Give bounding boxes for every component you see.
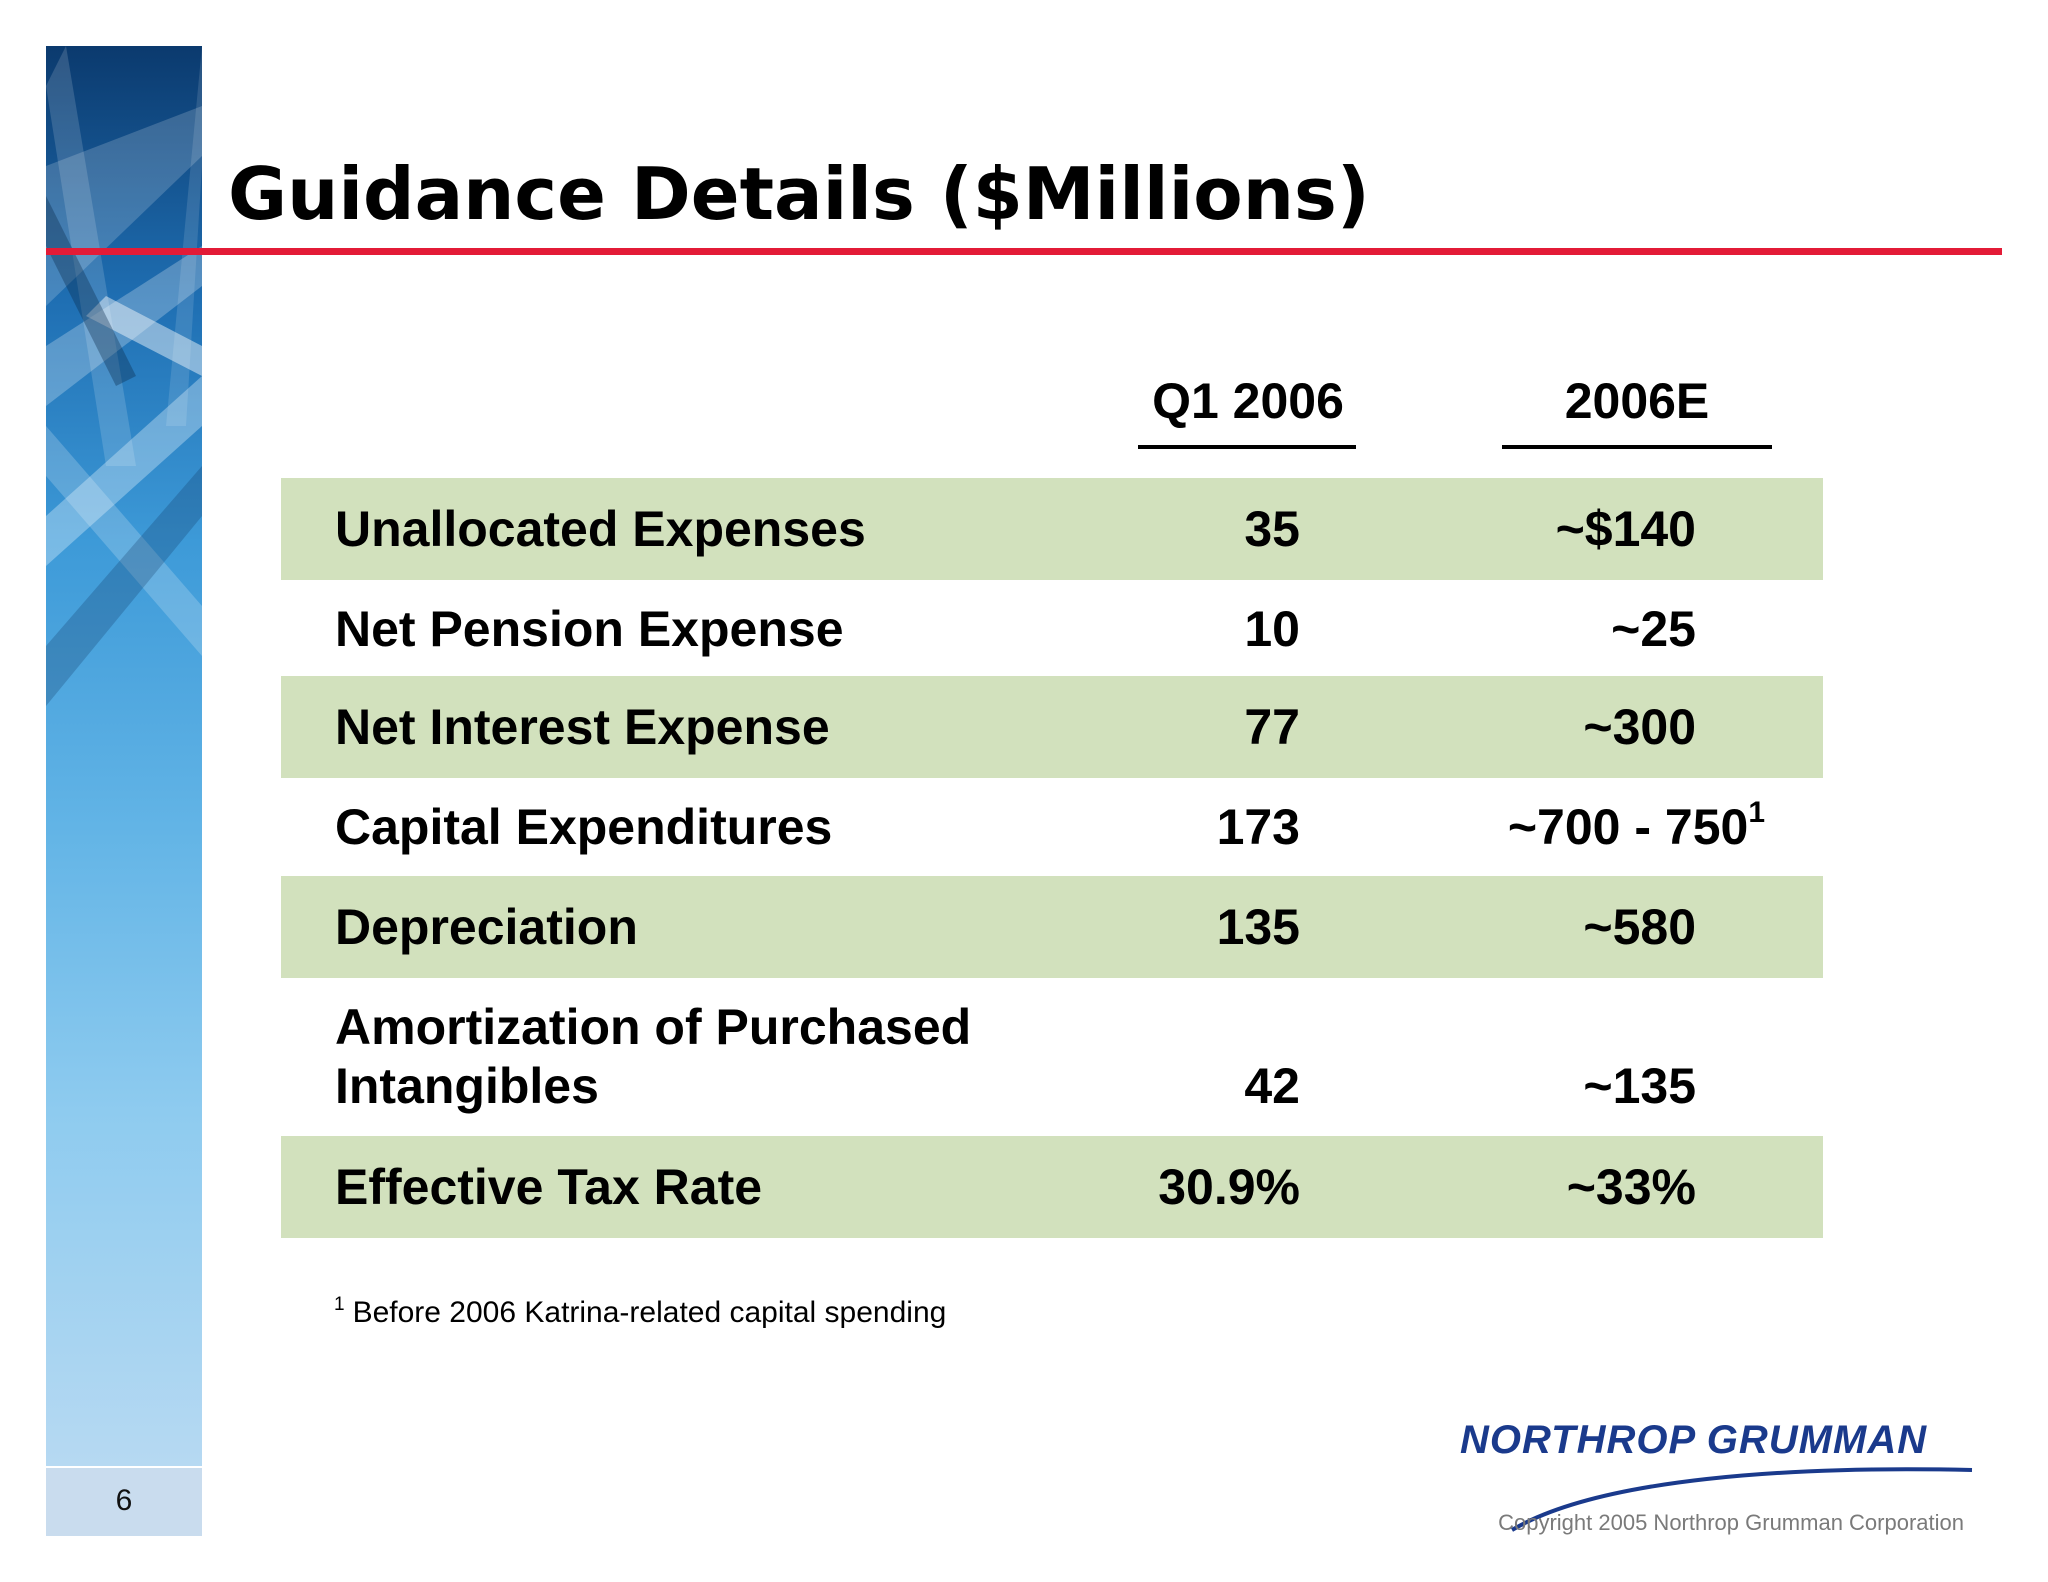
row-label: Depreciation bbox=[335, 899, 638, 955]
row-estimate-value: ~300 bbox=[1583, 699, 1696, 755]
row-q1-value: 42 bbox=[1244, 1058, 1300, 1114]
column-header-rule-2006e bbox=[1502, 445, 1772, 449]
row-label: Unallocated Expenses bbox=[335, 501, 866, 557]
title-underline bbox=[46, 248, 2002, 255]
column-header-2006e: 2006E bbox=[1564, 373, 1710, 429]
row-label: Net Interest Expense bbox=[335, 699, 830, 755]
footnote: 1 Before 2006 Katrina-related capital spe… bbox=[334, 1294, 946, 1330]
row-q1-value: 30.9% bbox=[1158, 1159, 1300, 1215]
row-estimate-value: ~700 - 7501 bbox=[1508, 798, 1765, 856]
logo-wordmark: NORTHROP GRUMMAN bbox=[1460, 1418, 1928, 1462]
page-number-box: 6 bbox=[46, 1466, 202, 1536]
row-q1-value: 173 bbox=[1216, 799, 1300, 855]
row-estimate-value: ~135 bbox=[1583, 1058, 1696, 1114]
logo-swoosh-icon bbox=[1510, 1467, 1973, 1532]
table-row: Net Pension Expense 10 ~25 bbox=[281, 580, 1823, 676]
guidance-table: Unallocated Expenses 35 ~$140 Net Pensio… bbox=[281, 478, 1823, 1238]
row-estimate-text: ~700 - 750 bbox=[1507, 799, 1749, 855]
row-label: Net Pension Expense bbox=[335, 601, 844, 657]
table-row: Net Interest Expense 77 ~300 bbox=[281, 676, 1823, 778]
decorative-sidebar bbox=[46, 46, 202, 1466]
page-number: 6 bbox=[115, 1484, 133, 1517]
footnote-reference: 1 bbox=[1748, 796, 1765, 829]
column-header-rule-q1 bbox=[1138, 445, 1356, 449]
northrop-grumman-logo: NORTHROP GRUMMAN bbox=[1460, 1418, 1973, 1532]
table-row: Effective Tax Rate 30.9% ~33% bbox=[281, 1136, 1823, 1238]
row-estimate-value: ~580 bbox=[1583, 899, 1696, 955]
light-burst-graphic bbox=[46, 46, 202, 706]
table-row: Capital Expenditures 173 ~700 - 7501 bbox=[281, 778, 1823, 876]
table-row: Amortization of Purchased Intangibles 42… bbox=[281, 978, 1823, 1136]
row-estimate-value: ~33% bbox=[1566, 1159, 1696, 1215]
table-row: Depreciation 135 ~580 bbox=[281, 876, 1823, 978]
slide-title: Guidance Details ($Millions) bbox=[228, 152, 1370, 236]
row-label-line-1: Amortization of Purchased bbox=[335, 999, 972, 1055]
column-header-q1-2006: Q1 2006 bbox=[1152, 373, 1344, 429]
footnote-text: Before 2006 Katrina-related capital spen… bbox=[352, 1296, 947, 1329]
table-row: Unallocated Expenses 35 ~$140 bbox=[281, 478, 1823, 580]
row-q1-value: 35 bbox=[1244, 501, 1300, 557]
copyright-notice: Copyright 2005 Northrop Grumman Corporat… bbox=[1498, 1510, 1964, 1535]
row-label: Effective Tax Rate bbox=[335, 1159, 763, 1215]
footnote-mark: 1 bbox=[334, 1294, 345, 1315]
row-estimate-value: ~$140 bbox=[1555, 501, 1696, 557]
row-q1-value: 77 bbox=[1244, 699, 1300, 755]
row-label: Capital Expenditures bbox=[335, 799, 833, 855]
row-label-line-2: Intangibles bbox=[335, 1058, 599, 1114]
row-estimate-value: ~25 bbox=[1611, 601, 1696, 657]
row-q1-value: 135 bbox=[1216, 899, 1300, 955]
row-q1-value: 10 bbox=[1244, 601, 1300, 657]
